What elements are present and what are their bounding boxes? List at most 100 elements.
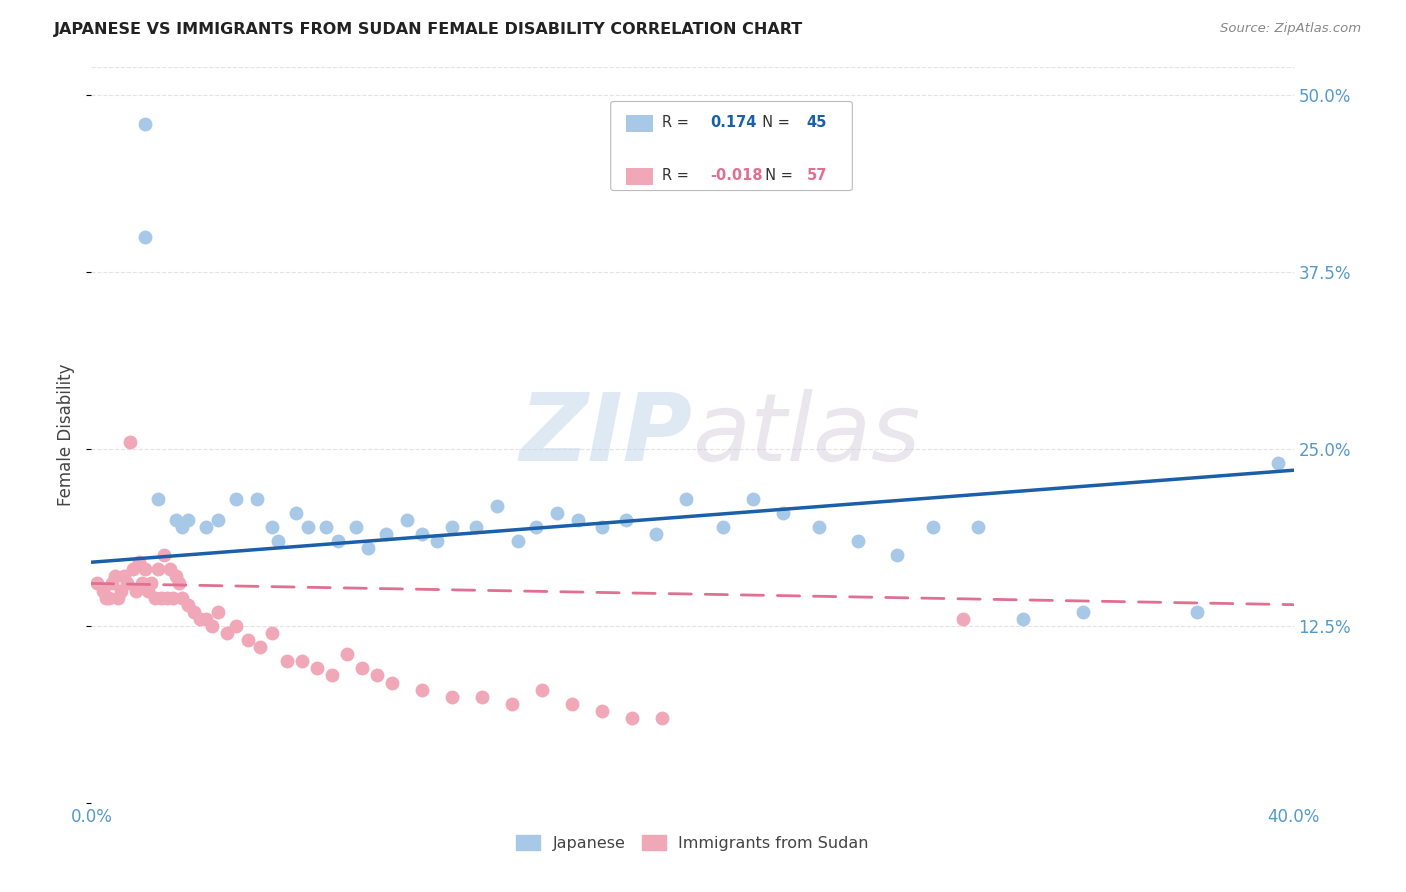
- Point: [426, 533, 449, 548]
- Point: [134, 562, 156, 576]
- Point: [134, 229, 156, 244]
- Point: [207, 513, 229, 527]
- Point: [846, 533, 869, 548]
- Text: R =: R =: [662, 168, 695, 183]
- Point: [614, 513, 637, 527]
- Point: [104, 569, 127, 583]
- Point: [236, 633, 259, 648]
- Point: [952, 612, 974, 626]
- Text: JAPANESE VS IMMIGRANTS FROM SUDAN FEMALE DISABILITY CORRELATION CHART: JAPANESE VS IMMIGRANTS FROM SUDAN FEMALE…: [53, 22, 803, 37]
- Point: [165, 569, 187, 583]
- Text: ZIP: ZIP: [520, 389, 692, 481]
- Point: [651, 711, 673, 725]
- Point: [922, 520, 945, 534]
- Text: 45: 45: [807, 114, 827, 129]
- Point: [167, 576, 190, 591]
- Point: [276, 654, 298, 668]
- Point: [194, 612, 217, 626]
- Point: [225, 619, 247, 633]
- Point: [159, 562, 181, 576]
- Point: [531, 682, 554, 697]
- Point: [711, 520, 734, 534]
- Point: [138, 583, 160, 598]
- Point: [561, 697, 583, 711]
- Point: [120, 434, 142, 449]
- Point: [183, 605, 205, 619]
- Point: [194, 520, 217, 534]
- Point: [336, 647, 359, 661]
- Point: [524, 520, 547, 534]
- Point: [215, 626, 238, 640]
- Point: [225, 491, 247, 506]
- Point: [772, 506, 794, 520]
- Point: [110, 583, 132, 598]
- Point: [1187, 605, 1209, 619]
- Point: [246, 491, 269, 506]
- Point: [381, 675, 404, 690]
- Point: [591, 704, 613, 718]
- Point: [86, 576, 108, 591]
- Point: [152, 548, 174, 562]
- Point: [165, 513, 187, 527]
- Point: [374, 527, 396, 541]
- Point: [201, 619, 224, 633]
- Point: [96, 591, 118, 605]
- Text: -0.018: -0.018: [710, 168, 763, 183]
- Point: [675, 491, 697, 506]
- Point: [146, 491, 169, 506]
- Point: [411, 682, 433, 697]
- Point: [141, 576, 163, 591]
- Point: [122, 562, 145, 576]
- Point: [967, 520, 990, 534]
- Point: [546, 506, 568, 520]
- Point: [291, 654, 314, 668]
- Point: [117, 576, 139, 591]
- Point: [170, 520, 193, 534]
- Point: [149, 591, 172, 605]
- Point: [207, 605, 229, 619]
- Point: [567, 513, 589, 527]
- Point: [315, 520, 337, 534]
- Point: [93, 583, 115, 598]
- Point: [486, 499, 509, 513]
- Point: [321, 668, 343, 682]
- Legend: Japanese, Immigrants from Sudan: Japanese, Immigrants from Sudan: [509, 829, 876, 857]
- Point: [162, 591, 184, 605]
- Point: [1267, 456, 1289, 470]
- Point: [101, 576, 124, 591]
- Point: [886, 548, 908, 562]
- Point: [1012, 612, 1035, 626]
- Point: [188, 612, 211, 626]
- Point: [344, 520, 367, 534]
- Point: [131, 576, 153, 591]
- Point: [645, 527, 668, 541]
- Point: [591, 520, 613, 534]
- Point: [440, 690, 463, 704]
- Point: [1071, 605, 1094, 619]
- Point: [357, 541, 380, 555]
- Point: [305, 661, 328, 675]
- Text: 57: 57: [807, 168, 827, 183]
- Point: [411, 527, 433, 541]
- Point: [260, 520, 283, 534]
- Text: N =: N =: [756, 168, 797, 183]
- Text: R =: R =: [662, 114, 695, 129]
- FancyBboxPatch shape: [626, 169, 652, 185]
- Text: 0.174: 0.174: [710, 114, 756, 129]
- Point: [125, 583, 148, 598]
- Point: [440, 520, 463, 534]
- Point: [395, 513, 418, 527]
- Point: [143, 591, 166, 605]
- Point: [465, 520, 488, 534]
- Point: [176, 598, 198, 612]
- Point: [366, 668, 388, 682]
- Point: [134, 116, 156, 130]
- Point: [326, 533, 349, 548]
- Point: [741, 491, 763, 506]
- Point: [155, 591, 177, 605]
- Point: [260, 626, 283, 640]
- Y-axis label: Female Disability: Female Disability: [58, 364, 76, 506]
- Point: [249, 640, 271, 654]
- Text: Source: ZipAtlas.com: Source: ZipAtlas.com: [1220, 22, 1361, 36]
- Point: [107, 591, 129, 605]
